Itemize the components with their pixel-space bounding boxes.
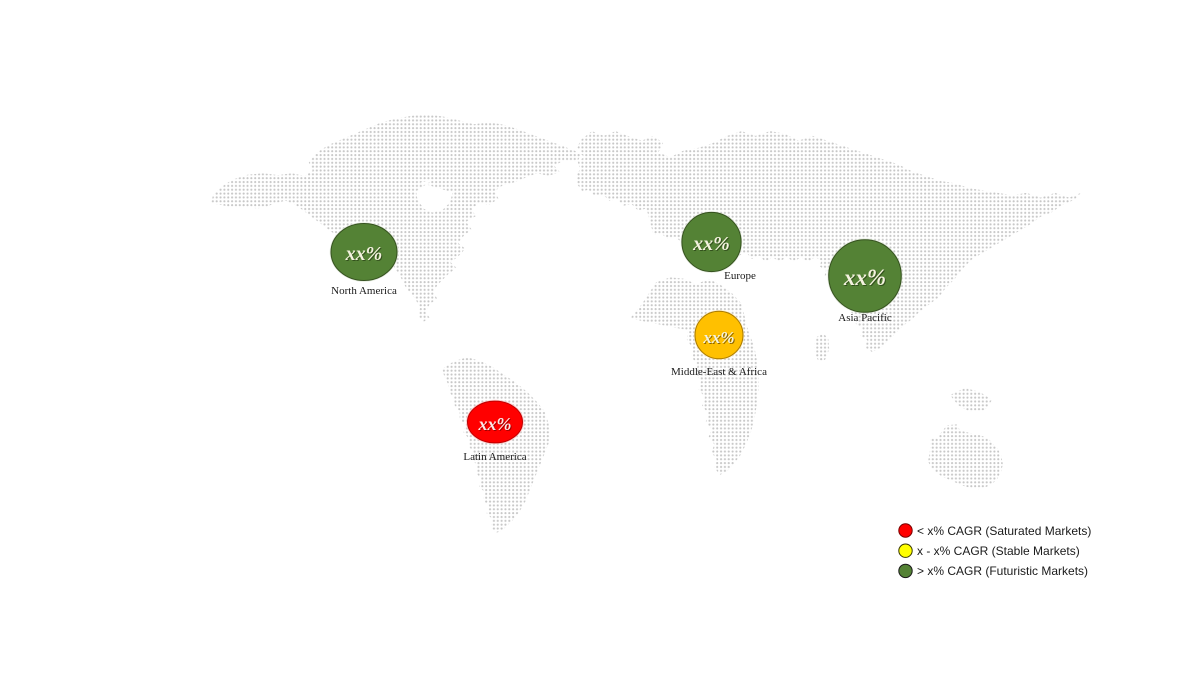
svg-text:< x% CAGR (Saturated Markets): < x% CAGR (Saturated Markets): [917, 524, 1091, 538]
svg-text:Asia Pacific: Asia Pacific: [838, 312, 892, 324]
svg-text:North America: North America: [331, 285, 397, 297]
svg-text:> x% CAGR (Futuristic Markets): > x% CAGR (Futuristic Markets): [917, 564, 1088, 578]
svg-text:Latin America: Latin America: [463, 451, 526, 463]
svg-text:Europe: Europe: [724, 270, 756, 282]
svg-text:xx%: xx%: [843, 265, 886, 290]
svg-text:xx%: xx%: [345, 243, 383, 265]
svg-text:Middle-East & Africa: Middle-East & Africa: [671, 366, 767, 378]
svg-text:x - x% CAGR (Stable Markets): x - x% CAGR (Stable Markets): [917, 544, 1080, 558]
svg-text:xx%: xx%: [702, 328, 734, 347]
svg-text:xx%: xx%: [692, 233, 730, 255]
svg-text:xx%: xx%: [478, 414, 512, 434]
